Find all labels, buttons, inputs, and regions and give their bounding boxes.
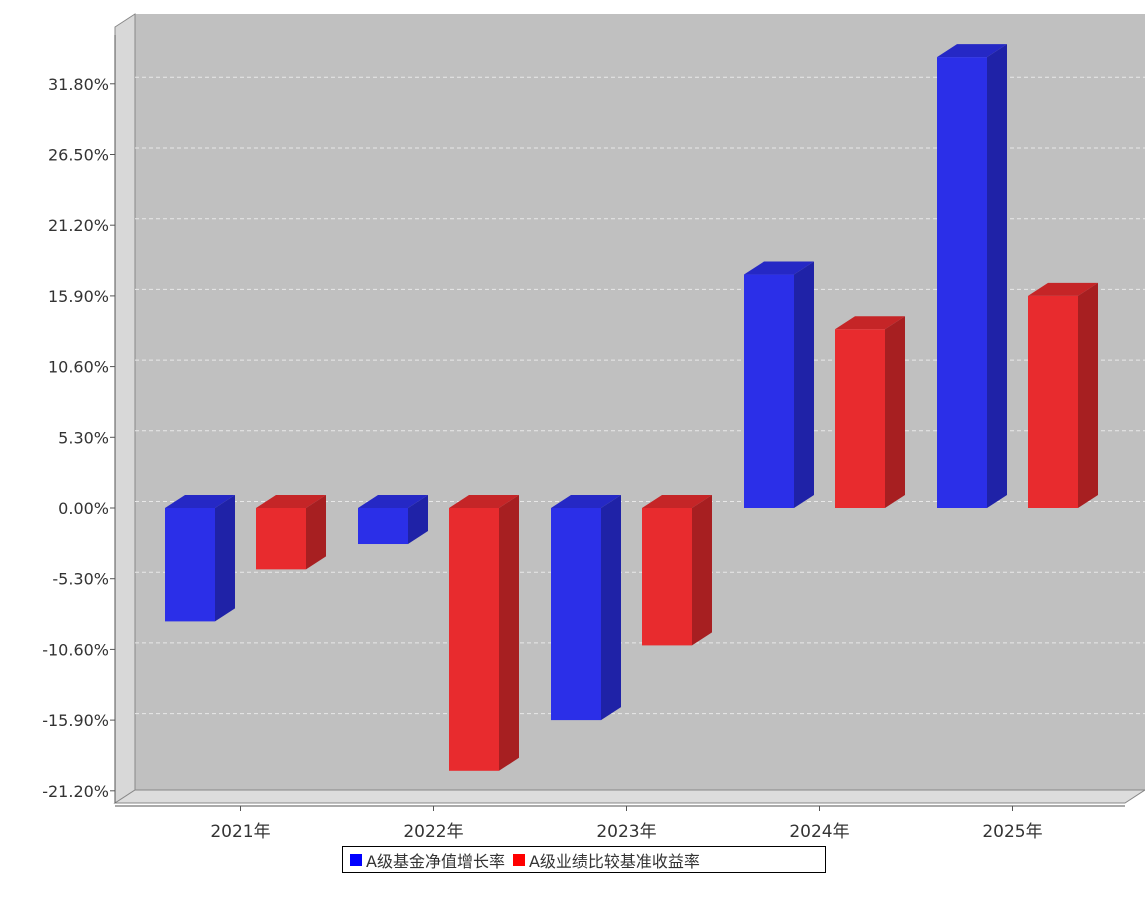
bar [551, 495, 621, 721]
bar-top-face [744, 261, 814, 275]
bar-side-face [408, 495, 428, 545]
bar-front-face [744, 274, 794, 508]
bar [642, 495, 712, 646]
y-axis-ticks: 31.80% 26.50% 21.20% 15.90% 10.60% 5.30% 0.00%… [42, 75, 115, 801]
y-tick-label: -5.30% [52, 570, 109, 589]
bar-side-face [601, 495, 621, 721]
x-tick-label: 2021年 [210, 822, 270, 842]
bar-top-face [165, 495, 235, 508]
bar-top-face [358, 495, 428, 508]
x-tick-label: 2023年 [596, 822, 656, 842]
x-axis-ticks: 2021年 2022年 2023年 2024年 2025年 [210, 806, 1043, 842]
bar-front-face [449, 508, 499, 771]
bar-front-face [835, 329, 885, 508]
bar-side-face [692, 495, 712, 646]
bar-side-face [499, 495, 519, 771]
bar [835, 316, 905, 508]
bar-top-face [256, 495, 326, 508]
bar-front-face [256, 508, 306, 570]
y-tick-label: 26.50% [48, 145, 109, 164]
plot-left-wall [114, 13, 136, 804]
legend-label: A级基金净值增长率 [366, 851, 505, 871]
bar-front-face [358, 508, 408, 545]
y-tick-label: 31.80% [48, 75, 109, 94]
y-tick-label: -15.90% [42, 711, 109, 730]
bar-front-face [642, 508, 692, 646]
bar [256, 495, 326, 570]
bar [165, 495, 235, 622]
x-tick-label: 2022年 [403, 822, 463, 842]
bar-side-face [215, 495, 235, 622]
bar-top-face [1028, 282, 1098, 296]
legend-swatch-blue [350, 853, 362, 866]
legend-item-nav-growth: A级基金净值增长率 [350, 848, 505, 872]
bar-top-face [642, 495, 712, 508]
bar-front-face [551, 508, 601, 721]
y-tick-label: 5.30% [58, 428, 109, 447]
plot-floor [113, 789, 1145, 804]
legend: A级基金净值增长率 A级业绩比较基准收益率 [342, 846, 826, 873]
bar-top-face [449, 495, 519, 508]
bar-front-face [1028, 295, 1078, 508]
bar-front-face [165, 508, 215, 622]
y-tick-label: 10.60% [48, 358, 109, 377]
bar-side-face [987, 44, 1007, 508]
y-tick-label: 21.20% [48, 216, 109, 235]
legend-label: A级业绩比较基准收益率 [528, 851, 700, 871]
bar-top-face [937, 44, 1007, 58]
bar-side-face [794, 261, 814, 508]
y-tick-label: -21.20% [42, 782, 109, 801]
y-tick-label: 15.90% [48, 287, 109, 306]
bar-front-face [937, 57, 987, 508]
bars [165, 44, 1098, 771]
bar [449, 495, 519, 771]
bar [744, 261, 814, 508]
bar-top-face [835, 316, 905, 330]
legend-swatch-red [512, 853, 525, 866]
x-tick-label: 2025年 [982, 822, 1042, 842]
y-tick-label: 0.00% [58, 499, 109, 518]
bar [937, 44, 1007, 508]
y-tick-label: -10.60% [42, 640, 109, 659]
x-tick-label: 2024年 [789, 822, 849, 842]
bar-side-face [1078, 282, 1098, 508]
bar-top-face [551, 495, 621, 508]
legend-item-benchmark: A级业绩比较基准收益率 [512, 848, 700, 872]
bar [1028, 282, 1098, 508]
bar [358, 495, 428, 545]
bar-side-face [885, 316, 905, 508]
bar-side-face [306, 495, 326, 570]
